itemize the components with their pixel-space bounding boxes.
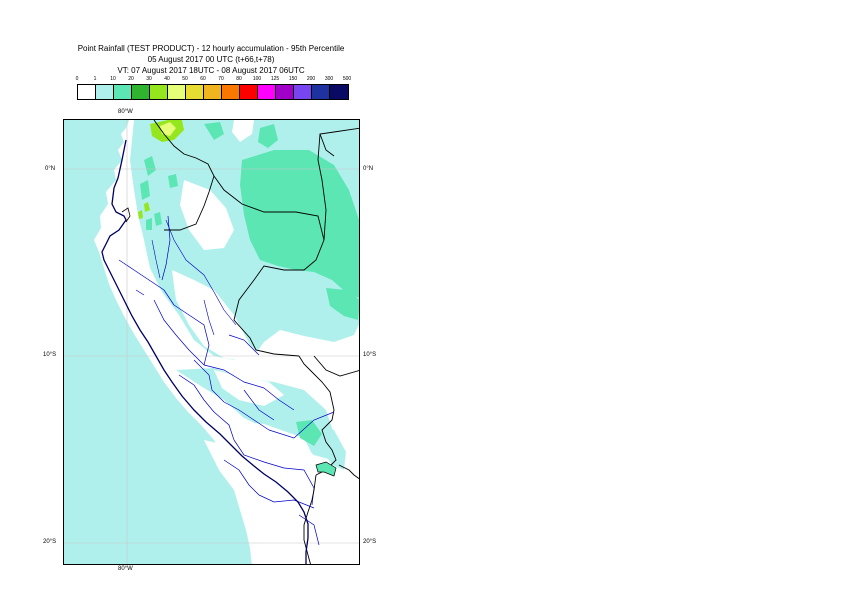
legend-swatch <box>330 85 348 99</box>
legend-label: 40 <box>164 76 170 82</box>
legend-label: 30 <box>146 76 152 82</box>
legend-label: 100 <box>252 76 262 82</box>
national-borders <box>153 120 359 564</box>
coastline <box>101 139 309 564</box>
coast-inlet <box>121 207 131 223</box>
color-legend <box>77 84 349 100</box>
lat-label-north-right: 0°N <box>363 166 374 172</box>
legend-label: 500 <box>342 76 352 82</box>
legend-label: 0 <box>75 76 79 82</box>
legend-label: 300 <box>324 76 334 82</box>
lat-label-mid-left: 10°S <box>43 352 57 358</box>
legend-swatch <box>276 85 294 99</box>
legend-label: 150 <box>288 76 298 82</box>
legend-swatch <box>150 85 168 99</box>
legend-label: 60 <box>200 76 206 82</box>
legend-swatch <box>204 85 222 99</box>
legend-label: 200 <box>306 76 316 82</box>
legend-swatch <box>168 85 186 99</box>
lat-label-north-left: 0°N <box>45 166 56 172</box>
rainfall-map <box>63 119 360 565</box>
chart-title-line-1: Point Rainfall (TEST PRODUCT) - 12 hourl… <box>77 44 345 53</box>
map-svg <box>64 120 359 564</box>
legend-label: 10 <box>110 76 116 82</box>
lat-label-south-right: 20°S <box>363 539 377 545</box>
legend-label: 125 <box>270 76 280 82</box>
legend-swatch <box>222 85 240 99</box>
legend-swatch <box>294 85 312 99</box>
legend-swatch <box>132 85 150 99</box>
legend-label: 70 <box>218 76 224 82</box>
legend-swatch <box>96 85 114 99</box>
legend-label: 50 <box>182 76 188 82</box>
legend-swatch <box>312 85 330 99</box>
legend-swatch <box>240 85 258 99</box>
lake-titicaca <box>315 461 337 477</box>
graticule <box>64 120 359 564</box>
legend-label: 80 <box>236 76 242 82</box>
lat-label-mid-right: 10°S <box>363 352 377 358</box>
chart-title-line-2: 05 August 2017 00 UTC (t+66,t+78) <box>147 55 275 64</box>
legend-swatch <box>186 85 204 99</box>
legend-label: 1 <box>93 76 97 82</box>
lon-label-top: 80°W <box>118 109 133 115</box>
rivers <box>151 219 237 336</box>
rainfall-40-50mm-area <box>160 122 176 136</box>
legend-swatch <box>258 85 276 99</box>
admin-boundaries <box>118 215 335 546</box>
legend-swatch <box>114 85 132 99</box>
rainfall-10-20mm-area <box>140 122 359 446</box>
legend-swatch <box>78 85 96 99</box>
legend-label: 20 <box>128 76 134 82</box>
chart-title-line-3: VT: 07 August 2017 18UTC - 08 August 201… <box>117 66 305 75</box>
lon-label-bottom: 80°W <box>118 566 133 572</box>
lat-label-south-left: 20°S <box>43 539 57 545</box>
legend-labels: 0 1 10 20 30 40 50 60 70 80 100 125 150 200 300 500 <box>0 76 842 86</box>
